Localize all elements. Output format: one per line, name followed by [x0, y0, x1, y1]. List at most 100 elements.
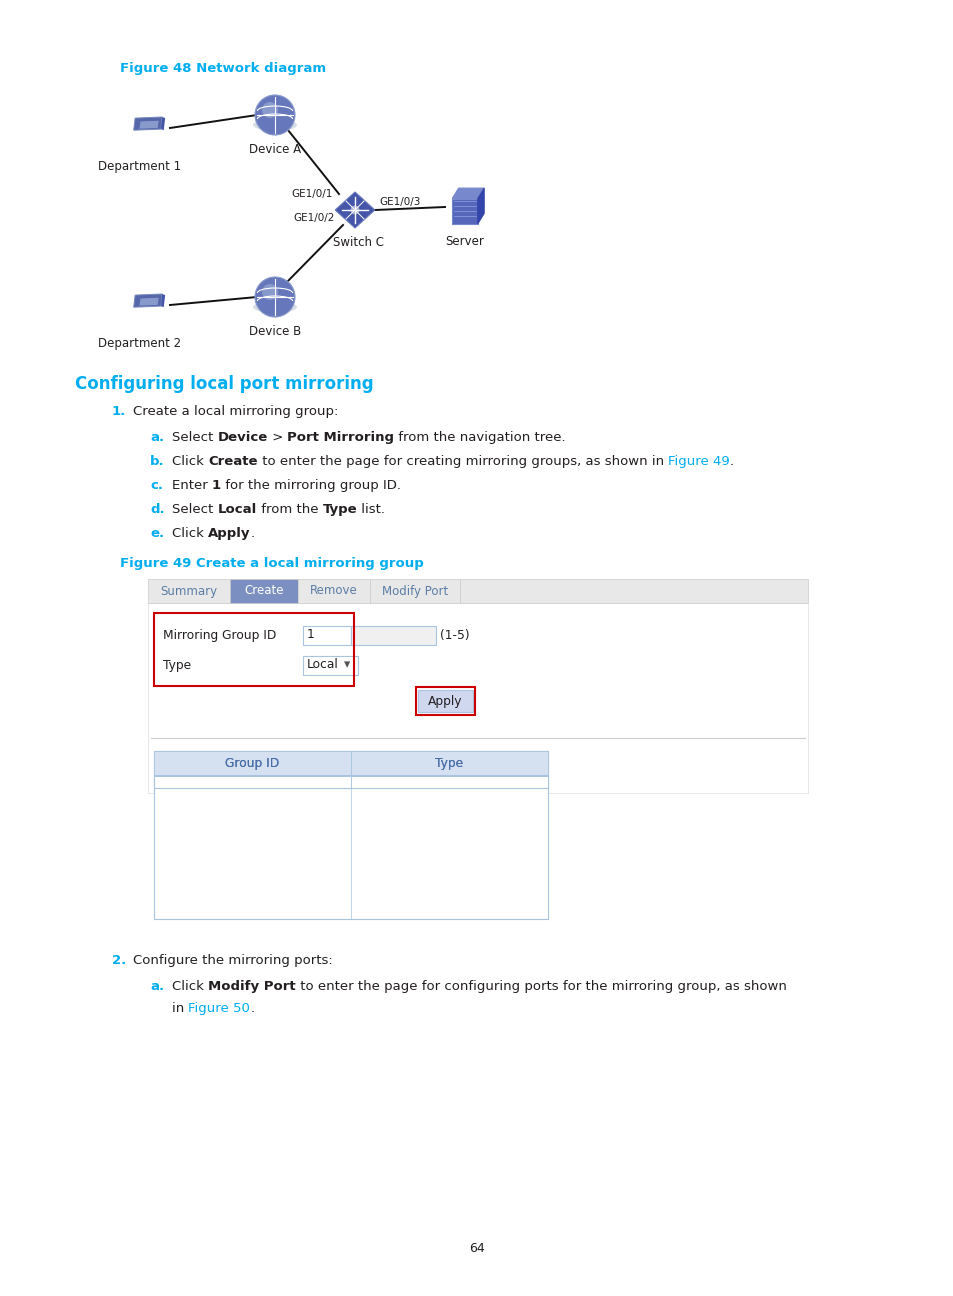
Text: Click: Click	[172, 980, 208, 993]
Text: .: .	[729, 455, 733, 468]
Text: Type: Type	[163, 658, 191, 671]
Bar	[153, 613, 354, 686]
Polygon shape	[161, 117, 165, 130]
Text: Remove: Remove	[310, 584, 357, 597]
Bar	[153, 750, 547, 919]
Bar	[153, 775, 547, 778]
Text: e.: e.	[150, 527, 164, 540]
Bar	[153, 750, 547, 775]
Text: Click: Click	[172, 527, 208, 540]
Bar	[230, 579, 297, 603]
Text: c.: c.	[150, 480, 163, 492]
Polygon shape	[452, 188, 484, 198]
Text: Modify Port: Modify Port	[381, 584, 448, 597]
Text: Switch C: Switch C	[334, 236, 384, 249]
Text: Configure the mirroring ports:: Configure the mirroring ports:	[132, 954, 333, 967]
Bar	[370, 579, 459, 603]
Text: Apply: Apply	[428, 695, 462, 708]
Text: Figure 48 Network diagram: Figure 48 Network diagram	[120, 62, 326, 75]
Text: to enter the page for creating mirroring groups, as shown in: to enter the page for creating mirroring…	[257, 455, 667, 468]
Text: Department 1: Department 1	[98, 159, 181, 172]
Text: GE1/0/1: GE1/0/1	[292, 189, 333, 200]
Text: Figure 50: Figure 50	[189, 1002, 250, 1015]
Bar	[459, 579, 807, 603]
Text: Device B: Device B	[249, 325, 301, 338]
Text: d.: d.	[150, 503, 165, 516]
Text: in: in	[172, 1002, 189, 1015]
Text: Department 2: Department 2	[98, 337, 181, 350]
Text: Enter: Enter	[172, 480, 212, 492]
Text: Local: Local	[217, 503, 256, 516]
Polygon shape	[161, 294, 165, 307]
Text: GE1/0/2: GE1/0/2	[294, 213, 335, 223]
Text: 1.: 1.	[112, 404, 126, 419]
Bar	[297, 579, 370, 603]
Text: 64: 64	[469, 1242, 484, 1255]
Bar	[303, 626, 351, 644]
Text: 2.: 2.	[112, 954, 126, 967]
Text: to enter the page for configuring ports for the mirroring group, as shown: to enter the page for configuring ports …	[295, 980, 786, 993]
Circle shape	[262, 284, 277, 299]
Text: Port Mirroring: Port Mirroring	[287, 432, 394, 445]
Text: Click: Click	[172, 455, 208, 468]
Text: Group ID: Group ID	[225, 757, 279, 770]
Circle shape	[254, 277, 294, 318]
Text: a.: a.	[150, 980, 164, 993]
Bar	[148, 579, 230, 603]
Text: Device A: Device A	[249, 143, 301, 156]
Bar	[303, 656, 357, 674]
Circle shape	[350, 206, 359, 215]
Text: Type: Type	[322, 503, 356, 516]
Text: Type: Type	[435, 757, 463, 770]
Text: Modify Port: Modify Port	[208, 980, 295, 993]
Bar	[148, 603, 807, 793]
Text: b.: b.	[150, 455, 165, 468]
Text: Server: Server	[445, 235, 484, 248]
Circle shape	[254, 95, 294, 135]
Text: 1: 1	[307, 629, 314, 642]
Ellipse shape	[253, 119, 296, 131]
Text: .: .	[250, 1002, 254, 1015]
Polygon shape	[133, 294, 162, 307]
Bar	[153, 750, 547, 775]
Bar	[416, 687, 475, 715]
Text: Create: Create	[244, 584, 283, 597]
Circle shape	[262, 102, 277, 118]
Text: list.: list.	[356, 503, 385, 516]
Text: Summary: Summary	[160, 584, 217, 597]
Text: from the navigation tree.: from the navigation tree.	[394, 432, 565, 445]
Polygon shape	[335, 192, 375, 228]
Text: GE1/0/3: GE1/0/3	[378, 197, 420, 207]
Text: 1: 1	[212, 480, 221, 492]
Bar	[153, 775, 547, 778]
Text: from the: from the	[256, 503, 322, 516]
Text: Apply: Apply	[208, 527, 251, 540]
Text: .: .	[251, 527, 254, 540]
Text: Type: Type	[435, 757, 463, 770]
Text: a.: a.	[150, 432, 164, 445]
Text: ▾: ▾	[344, 658, 350, 671]
Text: Group ID: Group ID	[225, 757, 279, 770]
Text: Device: Device	[217, 432, 268, 445]
Bar	[351, 626, 436, 644]
Ellipse shape	[253, 301, 296, 314]
Polygon shape	[133, 117, 162, 130]
Text: Local: Local	[307, 658, 338, 671]
Text: for the mirroring group ID.: for the mirroring group ID.	[221, 480, 400, 492]
Text: Select: Select	[172, 432, 217, 445]
Text: (1-5): (1-5)	[439, 629, 469, 642]
Text: Create: Create	[208, 455, 257, 468]
Text: Mirroring Group ID: Mirroring Group ID	[163, 629, 276, 642]
Bar	[153, 750, 547, 788]
Polygon shape	[139, 121, 158, 128]
Text: >: >	[268, 432, 287, 445]
Text: Select: Select	[172, 503, 217, 516]
Bar	[417, 689, 473, 712]
Text: Figure 49 Create a local mirroring group: Figure 49 Create a local mirroring group	[120, 557, 423, 570]
Polygon shape	[452, 198, 477, 224]
Text: Configuring local port mirroring: Configuring local port mirroring	[75, 375, 374, 393]
Text: Create a local mirroring group:: Create a local mirroring group:	[132, 404, 338, 419]
Polygon shape	[139, 298, 158, 306]
Text: Figure 49: Figure 49	[667, 455, 729, 468]
Polygon shape	[477, 188, 484, 224]
